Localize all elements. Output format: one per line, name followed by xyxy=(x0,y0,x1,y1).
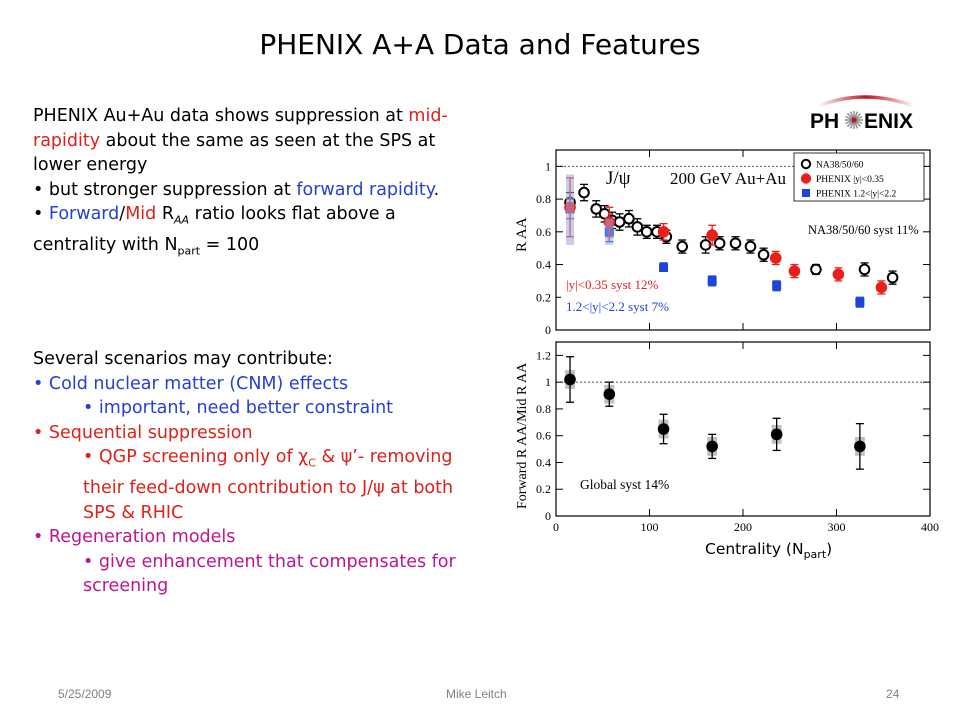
phenix-logo: PH ENIX xyxy=(806,92,924,140)
x-tick-label: 100 xyxy=(641,520,659,534)
bullet-icon: • xyxy=(33,422,44,443)
scenario-sequential: • Sequential suppression xyxy=(33,422,253,443)
data-point xyxy=(757,248,770,261)
slide-title: PHENIX A+A Data and Features xyxy=(259,28,701,61)
data-point xyxy=(640,226,653,238)
footer-page-number: 24 xyxy=(886,687,900,701)
legend-label: PHENIX |y|<0.35 xyxy=(816,175,884,185)
data-point xyxy=(631,221,644,233)
y-tick-label: 1.2 xyxy=(536,348,551,362)
y-tick-label: 1 xyxy=(545,159,551,173)
y-tick-label: 0.6 xyxy=(536,429,551,443)
syst-annotation-fwd: 1.2<|y|<2.2 syst 7% xyxy=(566,299,669,314)
data-point xyxy=(564,373,576,386)
footer-date: 5/25/2009 xyxy=(58,687,112,701)
scenario-cnm-detail: • important, need better constraint xyxy=(83,398,394,418)
bullet-icon: • xyxy=(83,398,94,418)
data-point xyxy=(713,237,726,250)
bullet-icon: • xyxy=(83,447,94,467)
global-syst-annotation: Global syst 14% xyxy=(580,477,669,492)
summary-paragraph: PHENIX Au+Au data shows suppression at m… xyxy=(33,106,448,258)
data-point xyxy=(623,212,635,225)
y-tick-label: 0.2 xyxy=(536,290,551,304)
data-point xyxy=(810,263,822,276)
bullet-icon: • xyxy=(33,527,44,547)
systematic-band xyxy=(605,218,614,245)
y-axis-title-ratio: Forward R AA/Mid R AA xyxy=(515,362,530,509)
data-point xyxy=(769,252,782,264)
y-tick-label: 0.8 xyxy=(536,402,551,416)
data-point xyxy=(744,240,757,253)
data-point xyxy=(706,229,718,241)
syst-annotation-box xyxy=(561,272,699,322)
data-point xyxy=(855,297,865,307)
legend-label: PHENIX 1.2<|y|<2.2 xyxy=(816,190,896,200)
data-point xyxy=(707,276,717,286)
x-axis-title: Centrality (Npart) xyxy=(705,540,833,562)
data-point xyxy=(659,263,669,273)
x-tick-label: 400 xyxy=(921,520,939,534)
legend-marker xyxy=(802,189,810,197)
data-point xyxy=(788,265,801,277)
y-tick-label: 1 xyxy=(545,375,551,389)
y-tick-label: 0.2 xyxy=(536,482,551,496)
chart-title-system: 200 GeV Au+Au xyxy=(670,169,786,188)
svg-text:PH: PH xyxy=(810,110,839,133)
x-tick-label: 300 xyxy=(828,520,846,534)
data-point xyxy=(886,271,899,284)
data-point xyxy=(657,226,670,238)
footer-author: Mike Leitch xyxy=(446,687,507,701)
starburst-icon xyxy=(845,111,863,129)
y-tick-label: 0.4 xyxy=(536,455,551,469)
data-point xyxy=(875,281,888,294)
y-tick-label: 0.8 xyxy=(536,192,551,206)
bullet-icon: • xyxy=(33,179,44,200)
y-tick-label: 0.6 xyxy=(536,225,551,239)
legend-marker xyxy=(800,173,812,184)
data-point xyxy=(657,423,670,435)
y-axis-title-raa: R AA xyxy=(514,217,530,252)
bullet-icon: • xyxy=(33,373,44,394)
data-point xyxy=(729,237,742,250)
data-point xyxy=(770,428,783,441)
scenarios-heading: Several scenarios may contribute: xyxy=(33,349,333,369)
data-point xyxy=(858,263,871,276)
x-tick-label: 200 xyxy=(734,520,752,534)
data-point xyxy=(706,440,718,453)
data-point xyxy=(613,216,626,228)
y-tick-label: 0.4 xyxy=(536,258,551,272)
bullet-icon: • xyxy=(33,204,44,224)
legend-label: NA38/50/60 xyxy=(816,161,864,171)
scenario-cnm: • Cold nuclear matter (CNM) effects xyxy=(33,373,349,394)
scenario-regeneration-detail: • give enhancement that compensates for … xyxy=(83,551,456,597)
data-point xyxy=(854,440,866,453)
systematic-band xyxy=(566,174,575,245)
scenarios-paragraph: Several scenarios may contribute: • Cold… xyxy=(33,347,483,599)
syst-annotation-mid: |y|<0.35 syst 12% xyxy=(566,277,659,292)
y-tick-label: 0 xyxy=(545,323,551,337)
bullet-icon: • xyxy=(83,551,94,572)
syst-annotation-na50: NA38/50/60 syst 11% xyxy=(808,223,919,237)
x-tick-label: 0 xyxy=(553,520,559,534)
raa-figure: 0 0.2 0.4 0.6 0.8 1 J/ψ 200 GeV Au+Au NA38/50/60… xyxy=(514,149,939,534)
data-point xyxy=(590,203,603,215)
svg-text:ENIX: ENIX xyxy=(864,110,913,133)
top-panel-raa: 0 0.2 0.4 0.6 0.8 1 J/ψ 200 GeV Au+Au NA38/50/60… xyxy=(514,149,931,337)
data-point xyxy=(676,240,689,253)
data-point xyxy=(603,388,616,401)
data-point xyxy=(578,186,590,199)
scenario-sequential-detail: • QGP screening only of χC & ψ’- removin… xyxy=(83,447,454,523)
bottom-panel-ratio: 0 0.2 0.4 0.6 0.8 1 1.2 0 100 200 300 400 Global sys… xyxy=(515,341,939,534)
y-tick-label: 0 xyxy=(545,509,551,523)
chart-title-particle: J/ψ xyxy=(606,168,631,189)
legend-marker xyxy=(800,158,812,170)
data-point xyxy=(772,281,782,291)
legend-box xyxy=(793,152,925,202)
scenario-regeneration: • Regeneration models xyxy=(33,527,236,547)
data-point xyxy=(832,268,845,281)
